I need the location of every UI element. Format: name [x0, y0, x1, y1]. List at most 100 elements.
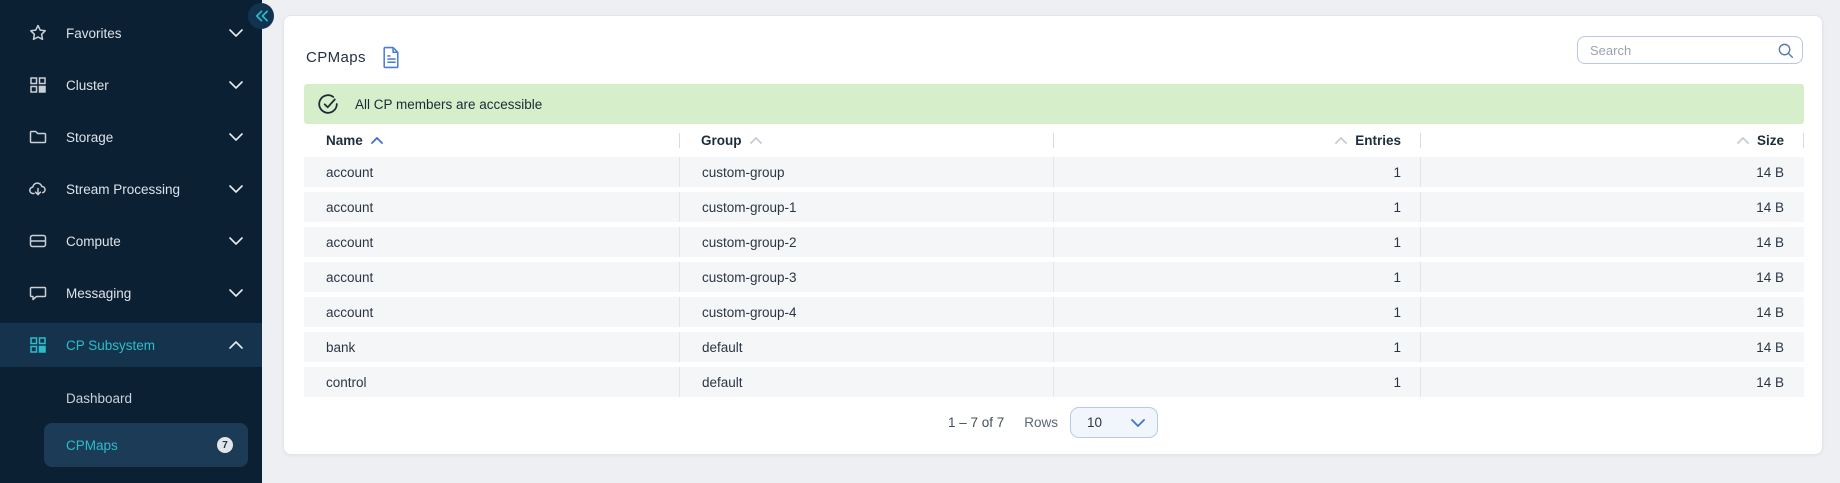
- sidebar-collapse-button[interactable]: [248, 3, 274, 29]
- cell-size: 14 B: [1420, 332, 1804, 362]
- cpmaps-count-badge: 7: [217, 437, 233, 453]
- column-header-group[interactable]: Group: [679, 124, 1053, 157]
- table-header-row: Name Group Entries Size: [304, 124, 1804, 157]
- grid-icon: [28, 75, 48, 95]
- rows-per-page-value: 10: [1087, 415, 1103, 430]
- cloud-download-icon: [28, 179, 48, 199]
- speech-bubble-icon: [28, 283, 48, 303]
- chevron-double-left-icon: [254, 10, 269, 22]
- cell-name: account: [326, 269, 374, 285]
- sidebar-item-label: Stream Processing: [66, 181, 181, 197]
- cell-name: account: [326, 164, 374, 180]
- sidebar-item-storage[interactable]: Storage: [0, 115, 262, 159]
- star-icon: [28, 23, 48, 43]
- chevron-down-icon: [1131, 418, 1145, 427]
- sidebar-nav: Favorites Cluster Storage: [0, 0, 262, 467]
- sidebar-item-messaging[interactable]: Messaging: [0, 271, 262, 315]
- sidebar-item-label: CP Subsystem: [66, 337, 156, 353]
- page-title: CPMaps: [306, 49, 366, 66]
- cell-size: 14 B: [1420, 157, 1804, 187]
- table-row[interactable]: account custom-group-4 1 14 B: [304, 297, 1804, 327]
- cell-entries: 1: [1053, 192, 1420, 222]
- cpmaps-table: Name Group Entries Size account custom-g…: [304, 124, 1804, 402]
- pagination-range: 1 – 7 of 7: [947, 415, 1005, 430]
- cell-size: 14 B: [1420, 192, 1804, 222]
- folder-icon: [28, 127, 48, 147]
- search-input[interactable]: [1577, 36, 1803, 64]
- cell-name: bank: [326, 339, 356, 355]
- column-label: Size: [1756, 133, 1784, 148]
- sidebar-item-cluster[interactable]: Cluster: [0, 63, 262, 107]
- cell-group: custom-group-4: [679, 297, 1053, 327]
- search-box: [1577, 36, 1803, 64]
- cell-entries: 1: [1053, 262, 1420, 292]
- success-banner: All CP members are accessible: [304, 84, 1804, 124]
- search-icon: [1777, 42, 1794, 59]
- sidebar: Favorites Cluster Storage: [0, 0, 274, 483]
- cell-entries: 1: [1053, 297, 1420, 327]
- rows-label: Rows: [1024, 415, 1059, 430]
- chevron-down-icon: [229, 29, 243, 37]
- sidebar-item-cpmaps[interactable]: CPMaps 7: [44, 423, 248, 467]
- sort-inactive-icon: [1335, 137, 1348, 144]
- title-row: CPMaps: [306, 46, 402, 69]
- cell-name: account: [326, 304, 374, 320]
- content-card: CPMaps All CP members are accessible Nam…: [283, 15, 1823, 455]
- chevron-down-icon: [229, 237, 243, 245]
- cell-entries: 1: [1053, 332, 1420, 362]
- drawer-icon: [28, 231, 48, 251]
- column-header-name[interactable]: Name: [304, 124, 679, 157]
- document-icon: [381, 46, 402, 69]
- sort-asc-icon: [370, 137, 383, 144]
- table-row[interactable]: control default 1 14 B: [304, 367, 1804, 397]
- cell-entries: 1: [1053, 157, 1420, 187]
- column-header-entries[interactable]: Entries: [1053, 124, 1420, 157]
- table-row[interactable]: account custom-group-2 1 14 B: [304, 227, 1804, 257]
- cell-group: custom-group: [679, 157, 1053, 187]
- rows-per-page-select[interactable]: 10: [1070, 407, 1159, 438]
- cell-group: custom-group-2: [679, 227, 1053, 257]
- cell-group: default: [679, 332, 1053, 362]
- banner-message: All CP members are accessible: [355, 96, 543, 112]
- table-row[interactable]: account custom-group 1 14 B: [304, 157, 1804, 187]
- sidebar-item-label: Compute: [66, 233, 121, 249]
- chevron-down-icon: [229, 81, 243, 89]
- cell-size: 14 B: [1420, 297, 1804, 327]
- cell-name: control: [326, 374, 367, 390]
- sidebar-item-stream-processing[interactable]: Stream Processing: [0, 167, 262, 211]
- sidebar-item-favorites[interactable]: Favorites: [0, 11, 262, 55]
- column-label: Group: [701, 133, 742, 148]
- sidebar-item-label: Messaging: [66, 285, 132, 301]
- sidebar-item-label: Storage: [66, 129, 114, 145]
- column-label: Name: [326, 133, 363, 148]
- grid-icon: [28, 335, 48, 355]
- sidebar-subitem-label: Dashboard: [66, 390, 133, 406]
- chevron-down-icon: [229, 185, 243, 193]
- table-row[interactable]: account custom-group-1 1 14 B: [304, 192, 1804, 222]
- column-header-size[interactable]: Size: [1420, 124, 1804, 157]
- table-row[interactable]: bank default 1 14 B: [304, 332, 1804, 362]
- sidebar-subitem-label: CPMaps: [66, 437, 118, 453]
- cell-group: custom-group-3: [679, 262, 1053, 292]
- cell-entries: 1: [1053, 367, 1420, 397]
- sidebar-item-label: Cluster: [66, 77, 109, 93]
- cell-size: 14 B: [1420, 367, 1804, 397]
- column-label: Entries: [1355, 133, 1401, 148]
- sidebar-item-cp-subsystem[interactable]: CP Subsystem: [0, 323, 262, 367]
- cell-size: 14 B: [1420, 227, 1804, 257]
- cell-entries: 1: [1053, 227, 1420, 257]
- cell-group: custom-group-1: [679, 192, 1053, 222]
- cell-size: 14 B: [1420, 262, 1804, 292]
- sidebar-item-label: Favorites: [66, 25, 122, 41]
- cell-name: account: [326, 199, 374, 215]
- check-circle-icon: [317, 93, 339, 115]
- table-row[interactable]: account custom-group-3 1 14 B: [304, 262, 1804, 292]
- chevron-down-icon: [229, 289, 243, 297]
- chevron-up-icon: [229, 341, 243, 349]
- chevron-down-icon: [229, 133, 243, 141]
- pagination: 1 – 7 of 7 Rows 10: [284, 406, 1822, 439]
- sort-inactive-icon: [749, 137, 762, 144]
- sidebar-item-compute[interactable]: Compute: [0, 219, 262, 263]
- sidebar-item-dashboard[interactable]: Dashboard: [0, 378, 262, 418]
- cell-group: default: [679, 367, 1053, 397]
